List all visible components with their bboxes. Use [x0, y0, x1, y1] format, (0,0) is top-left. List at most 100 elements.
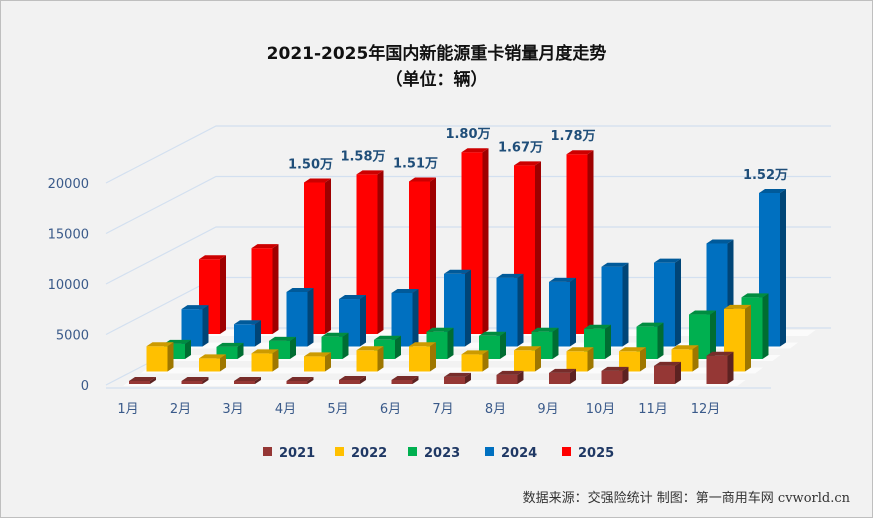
legend-swatch-2024: [485, 447, 494, 456]
bar-side: [552, 327, 559, 359]
bar-2025-3月: [304, 178, 331, 334]
bar-side: [412, 288, 419, 347]
bar-front: [129, 381, 150, 384]
bar-2021-2月: [181, 377, 209, 384]
bar-2021-8月: [496, 370, 524, 384]
y-tick-label: 5000: [56, 329, 89, 344]
bar-front: [444, 376, 465, 384]
bar-top: [199, 255, 226, 260]
bar-top: [461, 350, 489, 355]
bar-side: [185, 339, 191, 359]
bar-front: [496, 374, 518, 384]
bar-top: [461, 148, 489, 153]
bar-side: [342, 332, 349, 359]
bar-top: [339, 295, 366, 300]
bar-side: [482, 148, 489, 334]
bar-top: [759, 188, 786, 193]
bar-side: [202, 377, 209, 384]
bar-side: [220, 255, 226, 334]
x-tick-label: 10月: [586, 402, 616, 417]
bar-side: [465, 372, 471, 384]
bar-front: [391, 379, 413, 384]
bar-2021-4月: [286, 376, 314, 384]
bar-side: [762, 293, 769, 359]
x-tick-label: 11月: [638, 402, 668, 417]
bar-top: [181, 377, 209, 381]
bar-side: [272, 349, 279, 372]
x-tick-label: 7月: [432, 402, 453, 417]
bar-top: [286, 376, 314, 381]
legend-swatch-2025: [562, 447, 571, 456]
bar-side: [360, 375, 366, 384]
bar-front: [391, 292, 413, 347]
bar-2024-5月: [391, 288, 419, 347]
bar-2022-2月: [199, 354, 226, 372]
bar-top: [601, 262, 629, 267]
bar-side: [535, 161, 541, 334]
bar-front: [549, 372, 570, 384]
bar-side: [255, 320, 261, 347]
bar-side: [517, 370, 524, 384]
bar-side: [727, 351, 734, 384]
floor-row: [123, 380, 746, 386]
bar-side: [167, 342, 174, 372]
bar-2021-5月: [339, 375, 366, 384]
bar-side: [430, 342, 436, 372]
bar-top: [514, 346, 541, 351]
bar-front: [514, 350, 535, 372]
chart-title: 2021-2025年国内新能源重卡销量月度走势: [266, 44, 607, 64]
bar-2024-1月: [181, 305, 209, 347]
bar-side: [780, 188, 786, 347]
bar-side: [482, 350, 489, 372]
bar-front: [251, 248, 273, 334]
bar-top: [391, 375, 419, 380]
bar-side: [465, 269, 471, 347]
legend-label-2025: 2025: [578, 446, 614, 461]
x-tick-label: 5月: [327, 402, 348, 417]
bar-top: [269, 336, 296, 341]
legend-swatch-2022: [335, 447, 344, 456]
bar-side: [622, 366, 629, 384]
bar-side: [500, 331, 506, 359]
bar-top: [304, 178, 331, 183]
bar-top: [531, 327, 559, 332]
bar-top: [549, 368, 576, 373]
bar-side: [640, 347, 646, 372]
legend-label-2021: 2021: [279, 446, 315, 461]
bar-top: [549, 277, 576, 282]
bar-side: [447, 327, 454, 359]
bar-side: [290, 336, 296, 359]
bar-side: [360, 295, 366, 347]
bar-2021-7月: [444, 372, 471, 384]
bar-top: [689, 310, 716, 315]
bar-top: [339, 375, 366, 380]
bar-top: [444, 372, 471, 377]
x-tick-label: 12月: [691, 402, 721, 417]
bar-front: [356, 174, 378, 334]
bar-2022-3月: [251, 349, 279, 372]
data-label: 1.52万: [743, 168, 788, 183]
bar-top: [356, 346, 384, 351]
y-tick-label: 10000: [48, 278, 89, 293]
bar-side: [710, 310, 716, 359]
bar-front: [234, 380, 255, 384]
chart-subtitle: （单位：辆）: [385, 70, 488, 90]
bar-2022-10月: [619, 347, 646, 372]
bar-top: [566, 150, 594, 155]
bar-side: [237, 342, 244, 359]
x-tick-label: 3月: [222, 402, 243, 417]
bar-front: [461, 354, 483, 372]
legend-label-2022: 2022: [351, 446, 387, 461]
bar-top: [654, 258, 681, 263]
gridline: [105, 125, 831, 184]
bar-side: [692, 345, 699, 372]
x-tick-label: 1月: [117, 402, 138, 417]
bar-2021-3月: [234, 376, 261, 384]
bar-front: [566, 351, 588, 372]
source-footer: 数据来源：交强险统计 制图：第一商用车网 cvworld.cn: [522, 491, 850, 506]
bar-side: [745, 304, 751, 372]
data-label: 1.58万: [340, 149, 385, 164]
y-tick-label: 15000: [48, 228, 89, 243]
bar-front: [601, 370, 623, 384]
bar-side: [395, 335, 401, 359]
